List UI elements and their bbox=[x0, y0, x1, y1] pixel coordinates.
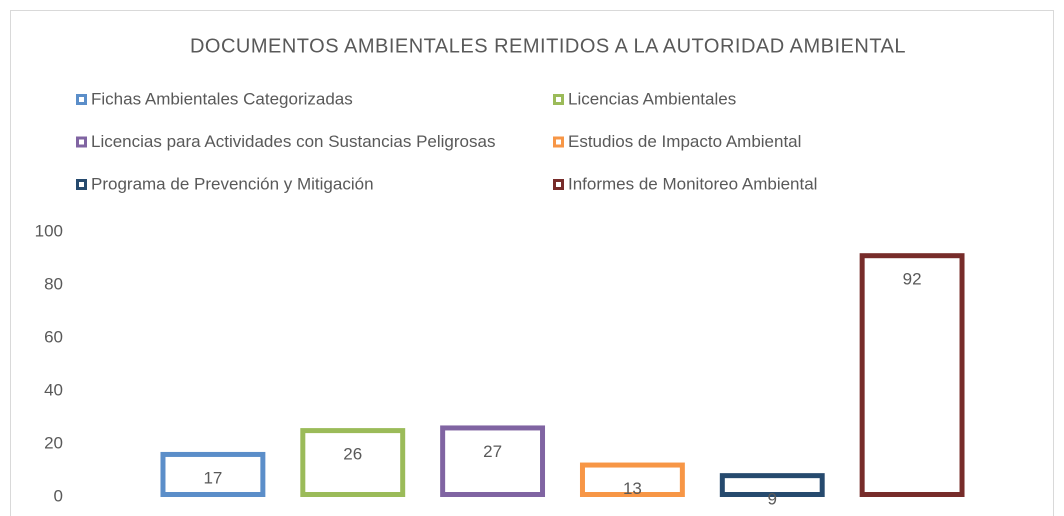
y-tick-label: 100 bbox=[35, 221, 63, 240]
legend-swatch bbox=[76, 94, 87, 105]
legend-swatch bbox=[553, 136, 564, 148]
y-tick-label: 0 bbox=[54, 486, 63, 505]
legend-label: Licencias para Actividades con Sustancia… bbox=[91, 132, 495, 151]
data-label: 92 bbox=[903, 270, 922, 289]
bar bbox=[579, 462, 685, 497]
data-label: 9 bbox=[768, 490, 777, 509]
bar bbox=[160, 451, 266, 498]
legend-swatch bbox=[553, 94, 564, 105]
data-label: 27 bbox=[483, 442, 502, 461]
legend-swatch bbox=[76, 136, 87, 148]
y-tick-label: 40 bbox=[44, 380, 63, 399]
y-tick-label: 60 bbox=[44, 327, 63, 346]
y-tick-label: 80 bbox=[44, 274, 63, 293]
y-tick-label: 20 bbox=[44, 433, 63, 452]
chart-title: DOCUMENTOS AMBIENTALES REMITIDOS A LA AU… bbox=[190, 35, 906, 57]
legend-label: Informes de Monitoreo Ambiental bbox=[568, 174, 817, 193]
chart-border bbox=[10, 10, 1054, 516]
legend-label: Estudios de Impacto Ambiental bbox=[568, 132, 801, 151]
legend-label: Licencias Ambientales bbox=[568, 89, 736, 108]
data-label: 17 bbox=[203, 468, 222, 487]
legend-label: Fichas Ambientales Categorizadas bbox=[91, 89, 353, 108]
legend-swatch bbox=[553, 179, 564, 190]
data-label: 13 bbox=[623, 479, 642, 498]
legend-swatch bbox=[76, 179, 87, 190]
bar bbox=[859, 253, 965, 497]
bar bbox=[300, 428, 406, 498]
legend-label: Programa de Prevención y Mitigación bbox=[91, 174, 374, 193]
bar bbox=[440, 425, 546, 498]
bar bbox=[719, 473, 825, 497]
data-label: 26 bbox=[343, 445, 362, 464]
